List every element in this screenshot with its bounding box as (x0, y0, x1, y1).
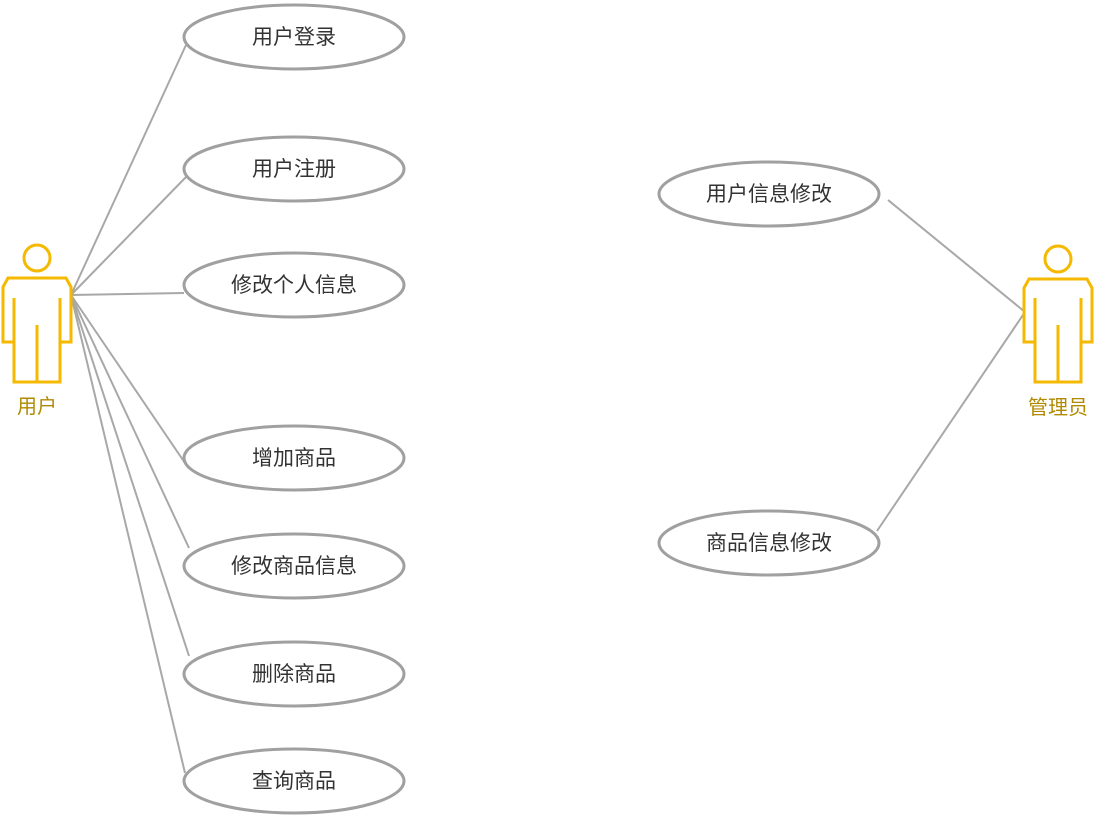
use-case-query-product[interactable]: 查询商品 (182, 747, 406, 815)
use-case-edit-profile-ellipse (182, 251, 406, 319)
assoc-user-add-product (70, 294, 188, 467)
assoc-user-login (70, 44, 187, 296)
use-case-admin-edit-user-ellipse (657, 160, 881, 228)
use-case-add-product[interactable]: 增加商品 (182, 424, 406, 492)
use-case-login-label: 用户登录 (252, 25, 336, 49)
assoc-admin-edit-product (876, 311, 1026, 532)
use-case-add-product-ellipse (182, 424, 406, 492)
use-case-delete-product-ellipse (182, 640, 406, 708)
use-case-query-product-label: 查询商品 (252, 769, 336, 793)
use-case-register-label: 用户注册 (252, 157, 336, 181)
use-case-admin-edit-product[interactable]: 商品信息修改 (657, 509, 881, 577)
use-case-login-ellipse (182, 3, 406, 71)
assoc-user-delete-product (70, 294, 190, 657)
use-case-admin-edit-user-label: 用户信息修改 (706, 182, 832, 206)
user-actor-label: 用户 (17, 394, 57, 418)
use-case-edit-profile[interactable]: 修改个人信息 (182, 251, 406, 319)
admin-associations (876, 199, 1026, 532)
use-case-add-product-label: 增加商品 (252, 446, 336, 470)
use-case-delete-product[interactable]: 删除商品 (182, 640, 406, 708)
use-case-register[interactable]: 用户注册 (182, 135, 406, 203)
use-case-admin-edit-product-label: 商品信息修改 (706, 531, 832, 555)
user-associations (70, 44, 190, 774)
assoc-user-edit-profile (70, 292, 185, 296)
actor-user[interactable]: 用户 (1, 243, 73, 418)
use-case-edit-profile-label: 修改个人信息 (231, 273, 357, 297)
use-case-edit-product-label: 修改商品信息 (231, 554, 357, 578)
assoc-user-query-product (70, 294, 186, 774)
admin-actor-label: 管理员 (1028, 395, 1088, 419)
use-case-register-ellipse (182, 135, 406, 203)
use-case-delete-product-label: 删除商品 (252, 662, 336, 686)
use-case-admin-edit-user[interactable]: 用户信息修改 (657, 160, 881, 228)
assoc-admin-edit-user (887, 199, 1026, 313)
assoc-user-register (70, 176, 187, 296)
assoc-user-edit-product (70, 294, 190, 549)
use-case-query-product-ellipse (182, 747, 406, 815)
user-actor-icon (1, 243, 73, 384)
admin-actor-icon (1022, 244, 1094, 384)
use-case-admin-edit-product-ellipse (657, 509, 881, 577)
actor-admin[interactable]: 管理员 (1022, 244, 1094, 419)
use-case-edit-product-ellipse (182, 532, 406, 600)
use-case-login[interactable]: 用户登录 (182, 3, 406, 71)
use-case-edit-product[interactable]: 修改商品信息 (182, 532, 406, 600)
